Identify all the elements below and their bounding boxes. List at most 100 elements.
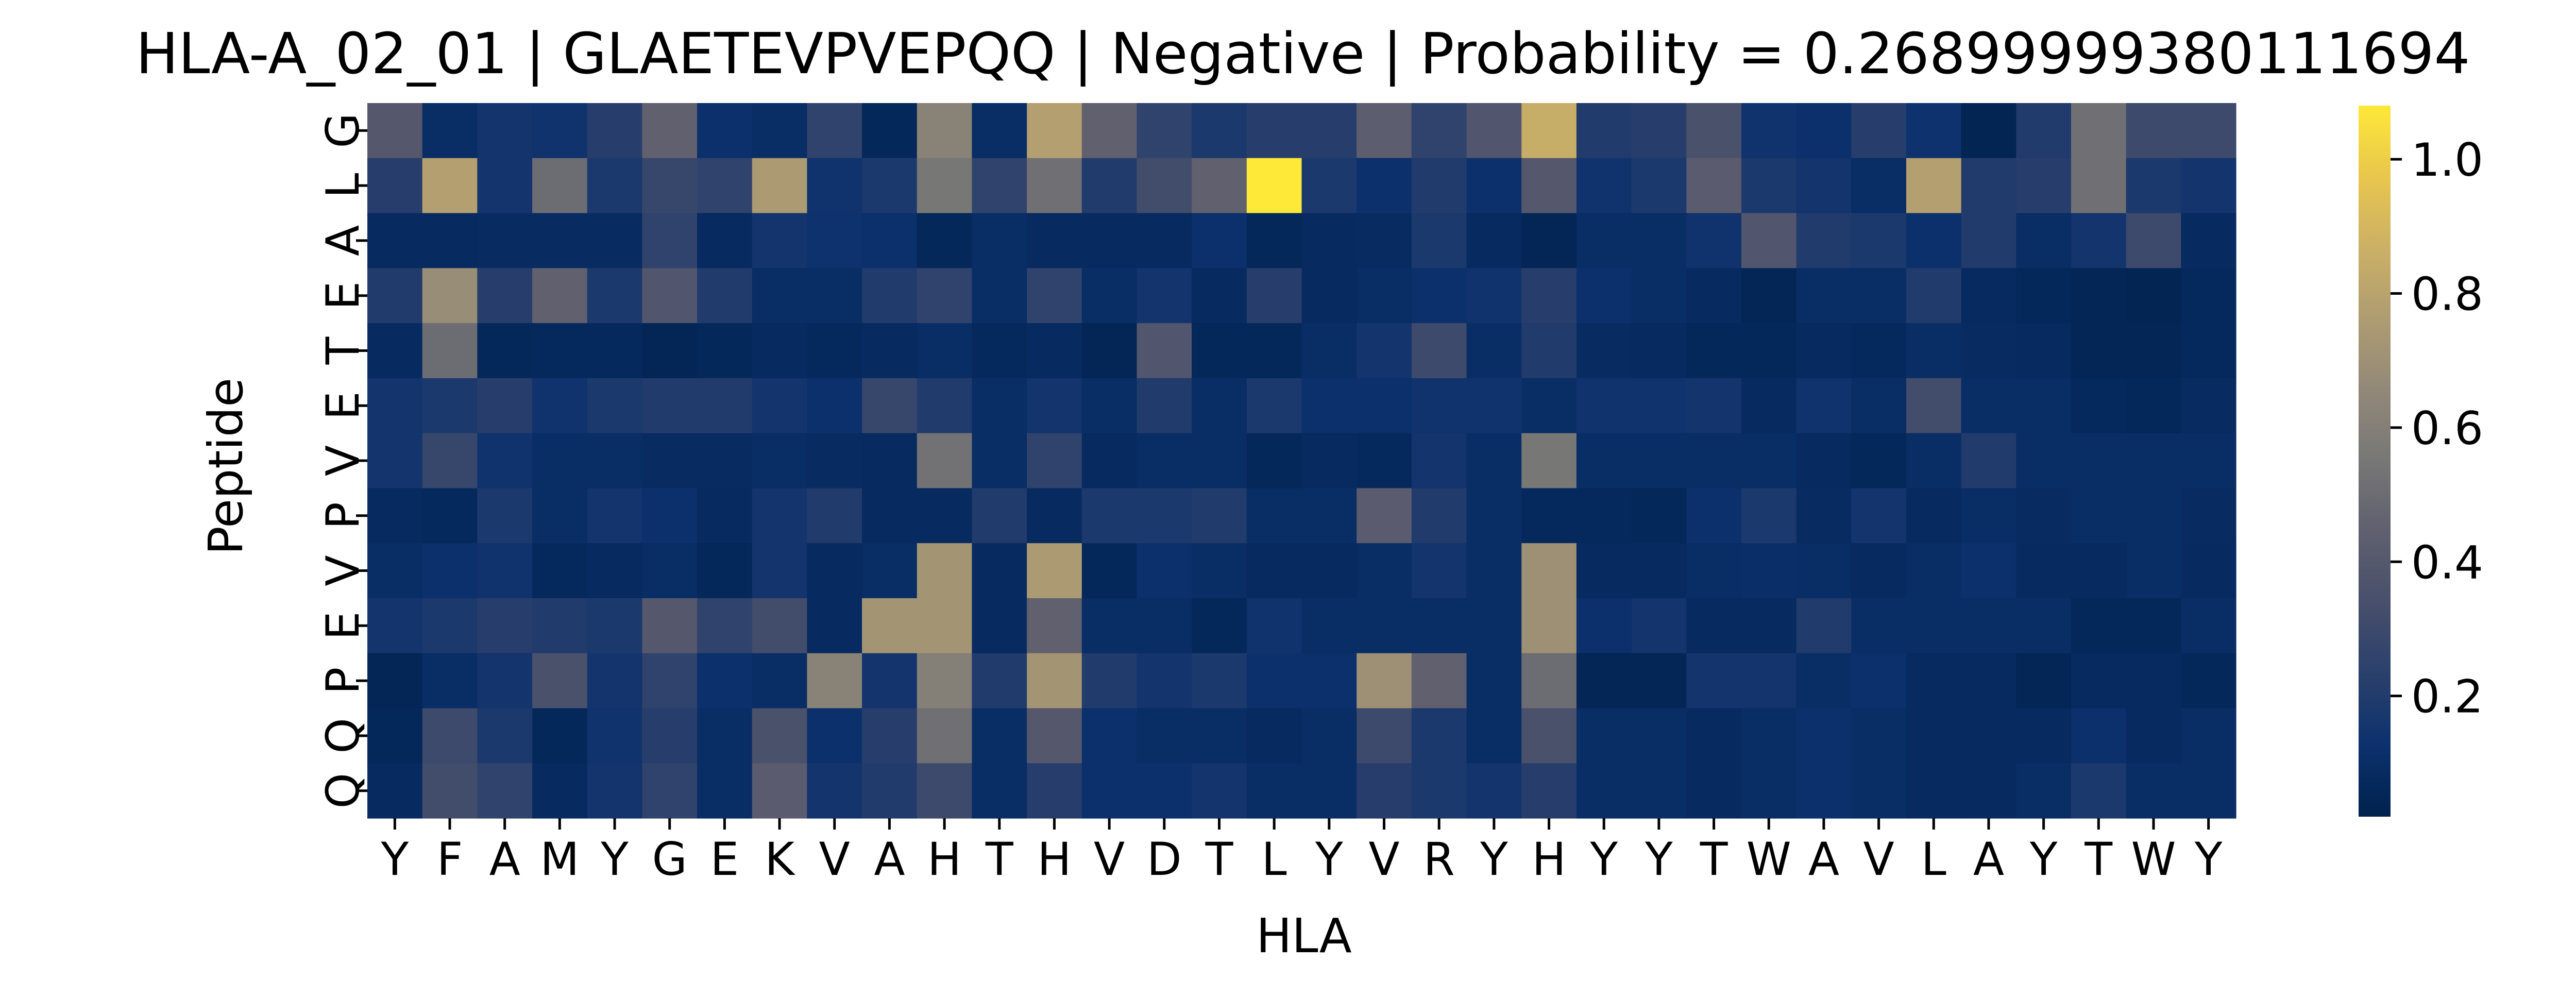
heatmap-cell xyxy=(1796,378,1852,434)
heatmap-cell xyxy=(917,763,973,819)
heatmap-cell xyxy=(2071,763,2127,819)
colorbar xyxy=(2359,106,2391,817)
heatmap-cell xyxy=(422,543,478,599)
heatmap-cell xyxy=(2181,323,2236,379)
heatmap-cell xyxy=(422,653,478,709)
heatmap-cell xyxy=(807,598,862,654)
heatmap-cell xyxy=(1246,543,1302,599)
heatmap-cell xyxy=(1192,763,1247,819)
heatmap-cell xyxy=(1246,268,1302,324)
heatmap-cell xyxy=(1081,763,1138,819)
heatmap-cell xyxy=(2126,103,2181,159)
heatmap-cell xyxy=(1137,103,1192,159)
heatmap-cell xyxy=(1301,213,1357,268)
heatmap-cell xyxy=(1411,708,1467,764)
x-tick-label: Y xyxy=(2194,833,2223,886)
heatmap-cell xyxy=(1246,103,1302,159)
heatmap-cell xyxy=(422,708,478,764)
x-tick-label: V xyxy=(1368,833,1399,886)
heatmap-cell xyxy=(422,268,478,324)
heatmap-cell xyxy=(477,103,533,159)
heatmap-cell xyxy=(1521,543,1577,599)
heatmap-cell xyxy=(1357,763,1412,819)
heatmap-cell xyxy=(1906,653,1962,709)
heatmap-cell xyxy=(367,488,423,544)
heatmap-cell xyxy=(1357,708,1412,764)
heatmap-cell xyxy=(1796,103,1852,159)
heatmap-cell xyxy=(697,708,753,764)
heatmap-cell xyxy=(1027,378,1082,434)
heatmap-cell xyxy=(2071,653,2127,709)
heatmap-cell xyxy=(1796,763,1852,819)
heatmap-cell xyxy=(862,378,918,434)
heatmap-cell xyxy=(1576,763,1632,819)
heatmap-cell xyxy=(1246,433,1302,488)
heatmap-cell xyxy=(1851,268,1907,324)
heatmap-cell xyxy=(2071,543,2127,599)
colorbar-ticks: 0.2 0.4 0.6 0.8 1.0 xyxy=(2391,133,2483,723)
heatmap-cell xyxy=(1137,543,1192,599)
heatmap-cell xyxy=(532,598,588,654)
heatmap-cell xyxy=(587,653,642,709)
x-tick-label: V xyxy=(1863,833,1894,886)
heatmap-cell xyxy=(1301,598,1357,654)
heatmap-cell xyxy=(477,708,533,764)
heatmap-cell xyxy=(1741,158,1797,214)
heatmap-cell xyxy=(1246,598,1302,654)
heatmap-cells xyxy=(367,103,2236,819)
heatmap-cell xyxy=(697,268,753,324)
heatmap-cell xyxy=(2126,763,2181,819)
heatmap-cell xyxy=(2181,213,2236,268)
heatmap-cell xyxy=(1137,378,1192,434)
heatmap-cell xyxy=(1027,268,1082,324)
heatmap-cell xyxy=(1301,433,1357,488)
heatmap-cell xyxy=(1521,213,1577,268)
heatmap-cell xyxy=(422,158,478,214)
heatmap-cell xyxy=(2181,543,2236,599)
heatmap-cell xyxy=(752,763,808,819)
heatmap-cell xyxy=(1851,598,1907,654)
heatmap-cell xyxy=(1411,158,1467,214)
heatmap-cell xyxy=(1631,763,1687,819)
x-tick-label: W xyxy=(1747,833,1791,886)
x-tick-label: L xyxy=(1262,833,1287,886)
heatmap-cell xyxy=(1027,103,1082,159)
heatmap-cell xyxy=(2016,488,2072,544)
heatmap-cell xyxy=(697,103,753,159)
heatmap-cell xyxy=(917,708,973,764)
x-tick-label: A xyxy=(489,833,520,886)
heatmap-cell xyxy=(1027,158,1082,214)
heatmap-cell xyxy=(2126,543,2181,599)
heatmap-cell xyxy=(1576,708,1632,764)
heatmap-cell xyxy=(862,103,918,159)
heatmap-cell xyxy=(1961,763,2016,819)
x-tick-label: D xyxy=(1147,833,1182,886)
heatmap-cell xyxy=(642,103,698,159)
heatmap-cell xyxy=(807,433,862,488)
x-tick-label: R xyxy=(1423,833,1455,886)
heatmap-cell xyxy=(697,158,753,214)
heatmap-cell xyxy=(1741,268,1797,324)
heatmap-cell xyxy=(642,763,698,819)
heatmap-cell xyxy=(1192,268,1247,324)
heatmap-cell xyxy=(807,763,862,819)
heatmap-cell xyxy=(587,433,642,488)
heatmap-cell xyxy=(752,158,808,214)
heatmap-cell xyxy=(1411,213,1467,268)
heatmap-cell xyxy=(1851,653,1907,709)
heatmap-cell xyxy=(1192,158,1247,214)
heatmap-cell xyxy=(2071,488,2127,544)
heatmap-cell xyxy=(917,323,973,379)
heatmap-cell xyxy=(2126,158,2181,214)
heatmap-cell xyxy=(1851,543,1907,599)
heatmap-cell xyxy=(1851,378,1907,434)
heatmap-cell xyxy=(2016,103,2072,159)
heatmap-cell xyxy=(422,103,478,159)
heatmap-cell xyxy=(2126,433,2181,488)
heatmap-cell xyxy=(1576,488,1632,544)
heatmap-cell xyxy=(1521,268,1577,324)
heatmap-cell xyxy=(2181,763,2236,819)
heatmap-cell xyxy=(1137,433,1192,488)
y-tick-label: E xyxy=(316,281,369,310)
heatmap-cell xyxy=(1192,543,1247,599)
